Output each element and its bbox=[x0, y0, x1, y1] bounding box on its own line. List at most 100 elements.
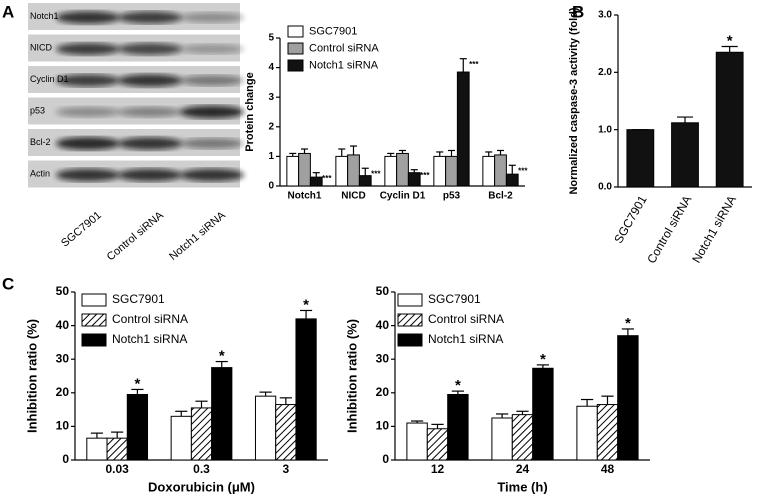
blot-band-label: Cyclin D1 bbox=[30, 74, 69, 84]
blot-band bbox=[56, 106, 120, 118]
error-bar bbox=[580, 398, 594, 407]
error-bar bbox=[175, 410, 188, 417]
error-bar bbox=[431, 423, 444, 429]
y-tick-label: 4 bbox=[268, 62, 274, 73]
x-tick-label: 0.03 bbox=[105, 462, 129, 476]
significance-mark: * bbox=[219, 348, 225, 365]
significance-mark: *** bbox=[420, 171, 430, 180]
blot-band bbox=[180, 168, 244, 182]
x-tick-label: p53 bbox=[443, 191, 461, 202]
panel-label: B bbox=[572, 2, 584, 21]
bar bbox=[482, 155, 496, 187]
bar bbox=[286, 155, 300, 187]
blot-band bbox=[180, 12, 244, 23]
error-bar bbox=[621, 328, 635, 336]
x-tick-label: 3 bbox=[282, 462, 289, 476]
blot-band bbox=[180, 138, 244, 149]
panel-label: C bbox=[2, 274, 14, 293]
legend-swatch bbox=[81, 333, 107, 347]
bar bbox=[671, 122, 699, 188]
error-bar bbox=[279, 397, 292, 405]
bar bbox=[275, 404, 297, 461]
blot-band bbox=[118, 137, 182, 150]
x-tick-label: Control siRNA bbox=[644, 193, 694, 266]
error-bar bbox=[131, 388, 144, 395]
bar bbox=[190, 407, 213, 461]
significance-mark: * bbox=[540, 351, 546, 368]
error-bar bbox=[195, 400, 208, 408]
error-bar bbox=[410, 169, 418, 173]
blot-band bbox=[118, 74, 182, 87]
x-tick-label: Notch1 siRNA bbox=[689, 193, 739, 265]
bar bbox=[335, 155, 349, 187]
y-tick-label: 30 bbox=[56, 351, 70, 365]
error-bar bbox=[508, 164, 516, 175]
bar bbox=[426, 428, 449, 461]
y-tick-label: 20 bbox=[376, 385, 390, 399]
bar bbox=[407, 172, 421, 187]
blot-lane-label: Control siRNA bbox=[105, 209, 167, 263]
significance-mark: * bbox=[727, 33, 733, 50]
blot-band bbox=[56, 168, 120, 182]
legend-swatch bbox=[81, 313, 107, 327]
bar bbox=[358, 175, 372, 187]
legend-label: SGC7901 bbox=[112, 292, 165, 306]
bar bbox=[170, 415, 192, 461]
legend-swatch bbox=[287, 42, 304, 55]
significance-mark: *** bbox=[469, 60, 479, 69]
y-tick-label: 0 bbox=[62, 452, 69, 466]
y-tick-label: 3.0 bbox=[598, 10, 612, 21]
y-tick-label: 1.0 bbox=[598, 124, 612, 135]
bar bbox=[617, 335, 639, 461]
error-bar bbox=[215, 360, 228, 368]
blot-band bbox=[56, 11, 120, 24]
y-tick-label: 10 bbox=[376, 419, 390, 433]
error-bar bbox=[721, 45, 738, 53]
legend-label: SGC7901 bbox=[309, 25, 357, 37]
y-tick-label: 3 bbox=[268, 92, 274, 103]
bar bbox=[295, 318, 317, 461]
y-axis-label: Normalized caspase-3 activity (fold) bbox=[568, 7, 580, 194]
y-tick-label: 20 bbox=[56, 385, 70, 399]
error-bar bbox=[496, 149, 505, 155]
bar bbox=[406, 422, 428, 461]
bar bbox=[491, 417, 513, 461]
legend-label: Control siRNA bbox=[309, 42, 379, 54]
blot-band-label: NICD bbox=[30, 42, 52, 52]
bar bbox=[576, 405, 598, 461]
blot-band bbox=[118, 106, 182, 118]
bar bbox=[494, 154, 507, 187]
error-bar bbox=[451, 390, 465, 395]
error-bar bbox=[289, 152, 297, 157]
error-bar bbox=[361, 167, 369, 176]
bar bbox=[211, 367, 233, 461]
significance-mark: *** bbox=[518, 166, 528, 175]
legend-swatch bbox=[81, 293, 107, 307]
y-tick-label: 1 bbox=[268, 151, 274, 162]
bar bbox=[347, 154, 360, 187]
y-tick-label: 2 bbox=[268, 121, 274, 132]
bar bbox=[626, 129, 655, 188]
y-tick-label: 30 bbox=[376, 351, 390, 365]
x-tick-label: SGC7901 bbox=[611, 193, 650, 246]
x-tick-label: Notch1 bbox=[288, 191, 322, 202]
blot-band bbox=[118, 168, 182, 182]
significance-mark: *** bbox=[371, 169, 381, 178]
legend-label: Notch1 siRNA bbox=[428, 332, 503, 346]
y-tick-label: 40 bbox=[56, 318, 70, 332]
blot-band bbox=[118, 42, 182, 56]
significance-mark: * bbox=[303, 296, 309, 313]
bar bbox=[456, 71, 470, 187]
significance-mark: *** bbox=[322, 174, 332, 183]
bar bbox=[511, 414, 534, 461]
bar bbox=[596, 404, 619, 461]
blot-lane-label: SGC7901 bbox=[59, 209, 104, 249]
legend-label: Notch1 siRNA bbox=[112, 332, 187, 346]
y-tick-label: 50 bbox=[376, 284, 390, 298]
error-bar bbox=[447, 149, 456, 157]
blot-band bbox=[56, 136, 120, 151]
bar bbox=[309, 176, 323, 187]
legend-label: Notch1 siRNA bbox=[309, 59, 379, 71]
x-tick-label: Bcl-2 bbox=[488, 191, 513, 202]
error-bar bbox=[300, 309, 313, 319]
